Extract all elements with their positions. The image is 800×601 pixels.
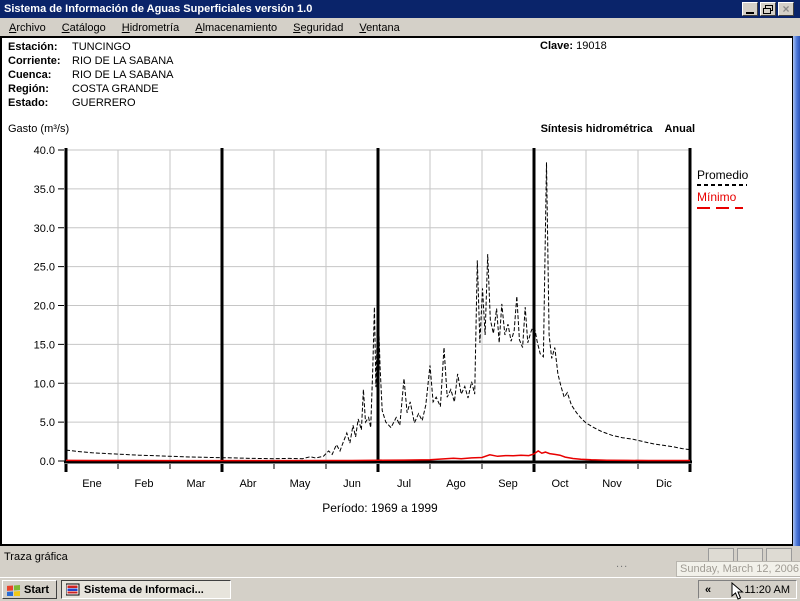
station-row: Cuenca: RIO DE LA SABANA xyxy=(8,69,174,81)
clave-value: 19018 xyxy=(576,40,607,52)
system-tray: « 11:20 AM xyxy=(698,580,797,599)
chart-y-axis-title: Gasto (m³/s) xyxy=(8,123,70,135)
menu-item-ventana[interactable]: Ventana xyxy=(359,21,400,34)
legend-minimo-label: Mínimo xyxy=(697,190,737,204)
window-edge xyxy=(793,36,800,577)
menu-item-almacenamiento[interactable]: Almacenamiento xyxy=(195,21,278,34)
tray-clock[interactable]: 11:20 AM xyxy=(744,583,790,596)
station-row: Región: COSTA GRANDE xyxy=(8,83,159,95)
status-message: Traza gráfica xyxy=(4,551,68,563)
restore-button[interactable] xyxy=(760,2,776,16)
station-row: Estación: TUNCINGO xyxy=(8,41,131,53)
menu-item-seguridad[interactable]: Seguridad xyxy=(293,21,344,34)
windows-flag-icon xyxy=(7,585,20,596)
legend-promedio-swatch xyxy=(697,184,747,186)
clave-label: Clave: xyxy=(540,40,574,52)
status-bar: Traza gráfica ... xyxy=(0,546,800,577)
station-row: Estado: GUERRERO xyxy=(8,97,136,109)
clock-tooltip: Sunday, March 12, 2006 xyxy=(676,561,800,577)
period-label: Período: 1969 a 1999 xyxy=(322,501,438,515)
minimize-icon xyxy=(746,11,754,14)
taskbar-task-button[interactable]: Sistema de Informaci... xyxy=(61,580,231,599)
legend-minimo-swatch xyxy=(697,207,743,209)
station-info: Estación: TUNCINGO Corriente: RIO DE LA SAB… xyxy=(8,40,173,110)
chart-title: Síntesis hidrométrica Anual xyxy=(540,123,695,135)
task-label: Sistema de Informaci... xyxy=(84,583,204,596)
mouse-cursor xyxy=(731,582,744,600)
client-area xyxy=(0,36,794,546)
close-icon: × xyxy=(782,2,790,16)
status-overflow-dots: ... xyxy=(616,558,629,570)
start-label: Start xyxy=(24,583,50,596)
menu-item-archivo[interactable]: Archivo xyxy=(9,21,46,34)
tray-collapse-button[interactable]: « xyxy=(705,583,712,596)
title-bar: Sistema de Información de Aguas Superfic… xyxy=(0,0,800,18)
minimize-button[interactable] xyxy=(742,2,758,16)
restore-icon xyxy=(763,4,773,14)
clave-field: Clave: 19018 xyxy=(540,40,607,52)
close-button[interactable]: × xyxy=(778,2,794,16)
taskbar: Start Sistema de Informaci... « 11:20 AM xyxy=(0,577,800,600)
window-controls: × xyxy=(742,2,794,16)
station-row: Corriente: RIO DE LA SABANA xyxy=(8,55,174,67)
app-icon xyxy=(66,583,80,596)
chart-mode: Anual xyxy=(664,123,695,135)
window-title: Sistema de Información de Aguas Superfic… xyxy=(4,3,313,15)
legend-promedio-label: Promedio xyxy=(697,168,749,182)
menu-item-catálogo[interactable]: Catálogo xyxy=(61,21,106,34)
menu-item-hidrometría[interactable]: Hidrometría xyxy=(121,21,180,34)
menu-bar: Archivo Catálogo Hidrometría Almacenamiento… xyxy=(0,18,800,37)
start-button[interactable]: Start xyxy=(2,580,57,599)
